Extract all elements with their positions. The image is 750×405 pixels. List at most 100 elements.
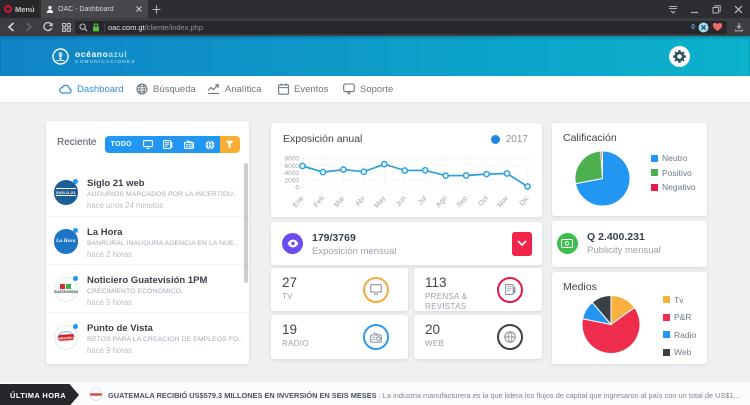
filter-all-button[interactable]: TODO <box>105 136 138 153</box>
stat-label: TV <box>282 292 293 301</box>
recent-scrollbar[interactable] <box>244 163 248 283</box>
svg-text:6000: 6000 <box>285 163 300 170</box>
forward-button[interactable] <box>20 18 37 36</box>
svg-text:Ene: Ene <box>292 195 305 209</box>
new-tab-button[interactable] <box>148 0 164 18</box>
media-filter-group: TODO <box>105 136 240 153</box>
publicity-card: Q 2.400.231 Publicity mensual <box>552 221 707 267</box>
media-share-title: Medios <box>563 280 597 293</box>
svg-text:Jul: Jul <box>417 195 428 207</box>
downloads-button[interactable] <box>731 20 747 34</box>
filter-radio-button[interactable] <box>178 136 200 153</box>
stat-label: RADIO <box>282 339 309 348</box>
svg-text:Jun: Jun <box>395 195 408 208</box>
recent-list-item[interactable]: La Hora La Hora BANRURAL INAUGURA AGENCIA … <box>46 216 249 264</box>
stat-value: 19 <box>282 322 298 337</box>
stat-label: WEB <box>425 339 445 348</box>
legend-dot-2017 <box>490 135 500 144</box>
nav-item-dashboard[interactable]: Dashboard <box>59 76 123 102</box>
recent-list-item[interactable]: EMISORAS Punto de Vista RETOS PARA LA CREA… <box>46 312 249 360</box>
search-icon <box>79 23 88 32</box>
annual-exposure-card: Exposición anual 2017 0 2000 4000 6000 8000 E… <box>271 123 542 217</box>
tab-close-icon[interactable] <box>135 5 143 13</box>
legend-item: Tv <box>663 295 696 305</box>
stat-card-web: 20 WEB <box>414 315 542 359</box>
source-logo: EMISORAS <box>53 325 78 350</box>
adblock-shield-icon[interactable] <box>698 22 709 33</box>
legend-label: P&R <box>674 312 692 322</box>
source-name: Punto de Vista <box>87 323 153 334</box>
breaking-news-label: ÚLTIMA HORA <box>0 384 79 405</box>
url-text: oac.com.gt/cliente/index.php <box>108 23 691 32</box>
stat-card-tv: 27 TV <box>271 268 408 311</box>
legend-item: Neutro <box>651 153 696 163</box>
nav-item-analitica[interactable]: Analítica <box>207 76 261 102</box>
nav-item-busqueda[interactable]: Búsqueda <box>136 76 196 102</box>
legend-swatch <box>663 331 670 338</box>
eye-badge <box>282 233 303 254</box>
unread-dot <box>73 276 78 281</box>
window-minimize-button[interactable] <box>684 0 704 18</box>
stat-icon-ring <box>363 276 389 303</box>
minimize-icon <box>690 11 698 13</box>
svg-text:Mar: Mar <box>333 194 347 208</box>
radio-icon <box>184 140 194 149</box>
brand-secondary: azul <box>108 48 128 59</box>
filter-advanced-button[interactable] <box>219 136 240 153</box>
window-restore-button[interactable] <box>706 0 726 18</box>
address-bar[interactable]: oac.com.gt/cliente/index.php 0 <box>75 20 727 34</box>
timestamp: hace unos 24 minutos <box>87 200 164 210</box>
filter-press-button[interactable] <box>158 136 179 153</box>
filter-tv-button[interactable] <box>137 136 159 153</box>
calendar-icon <box>278 83 289 95</box>
brand-primary: océano <box>75 48 109 59</box>
stat-value: 113 <box>425 275 447 290</box>
stat-card-prensa-revistas: 113 PRENSA & REVISTAS <box>414 268 542 311</box>
nav-label: Dashboard <box>77 83 124 95</box>
tab-menu-button[interactable] <box>663 0 683 18</box>
stat-icon-ring <box>363 324 389 350</box>
brand-subtitle: COMUNICACIONES <box>75 59 136 65</box>
legend-item: Negativo <box>651 182 696 192</box>
recent-list-item[interactable]: SIGLO.21 Siglo 21 web AUGURIOS MARCADOS PO… <box>46 168 249 216</box>
legend-item: Positivo <box>651 168 696 178</box>
svg-text:Feb: Feb <box>313 195 326 209</box>
nav-item-soporte[interactable]: Soporte <box>343 76 393 102</box>
close-icon <box>734 5 742 13</box>
legend-swatch <box>651 183 658 191</box>
exposure-expand-button[interactable] <box>512 231 532 256</box>
legend-label: Radio <box>674 329 697 340</box>
reload-button[interactable] <box>39 18 56 36</box>
news-source-icon <box>89 388 103 401</box>
svg-text:2000: 2000 <box>285 177 300 184</box>
recent-card: Reciente TODO SIGLO.21 Si <box>46 121 249 364</box>
settings-button[interactable] <box>669 46 690 67</box>
url-divider <box>104 22 105 32</box>
legend-label: Web <box>674 347 692 357</box>
nav-label: Eventos <box>294 83 329 95</box>
legend-item: Radio <box>663 330 696 340</box>
svg-text:EMISORAS: EMISORAS <box>57 336 74 341</box>
back-button[interactable] <box>3 18 20 36</box>
stat-card-radio: 19 RADIO <box>271 315 408 359</box>
lighthouse-logo-icon <box>52 48 69 65</box>
recent-card-header: Reciente TODO <box>46 121 249 163</box>
publicity-label: Publicity mensual <box>587 245 661 256</box>
headline: BANRURAL INAUGURA AGENCIA EN LA NUE.. <box>87 240 238 247</box>
recent-list-item[interactable]: GUATEVISION Noticiero Guatevisión 1PM CREC… <box>46 264 249 312</box>
opera-logo-icon <box>4 5 12 13</box>
svg-text:Ago: Ago <box>435 195 448 209</box>
browser-tab[interactable]: OAC - Dashboard <box>41 0 148 18</box>
ticker-headline: GUATEMALA RECIBIÓ US$579.3 MILLONES EN I… <box>108 390 377 400</box>
opera-menu-button[interactable]: Menú <box>0 0 39 18</box>
stat-value: 20 <box>425 322 441 337</box>
filter-web-button[interactable] <box>199 136 220 153</box>
radio-icon <box>370 331 382 343</box>
speed-dial-button[interactable] <box>58 18 75 36</box>
monthly-exposure-value: 179/3769 <box>312 232 356 244</box>
window-close-button[interactable] <box>728 0 748 18</box>
nav-item-eventos[interactable]: Eventos <box>278 76 328 102</box>
heart-icon[interactable] <box>712 22 723 32</box>
money-badge <box>556 233 578 254</box>
